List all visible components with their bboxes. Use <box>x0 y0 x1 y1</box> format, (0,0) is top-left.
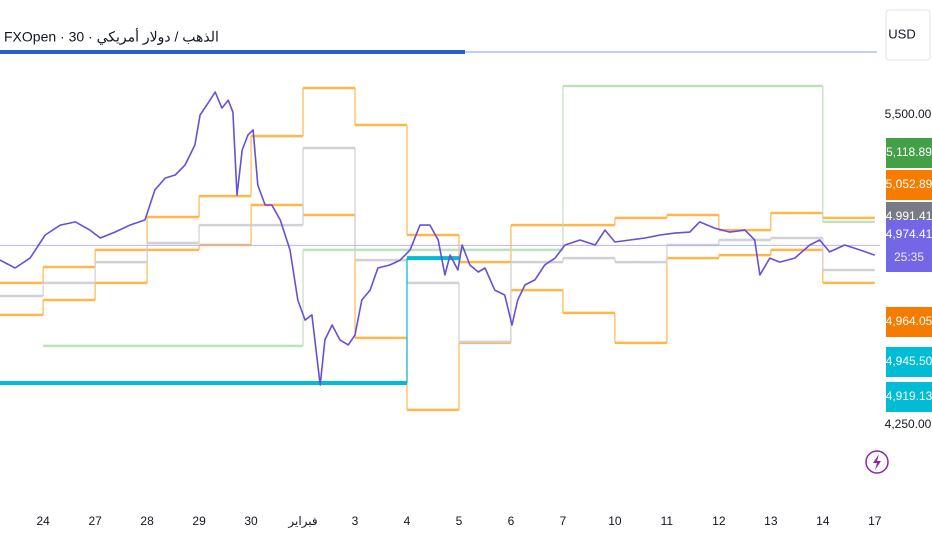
x-tick-label: فبراير <box>287 514 317 528</box>
price-tag <box>886 220 932 272</box>
x-tick-label: 5 <box>456 514 463 528</box>
x-tick-label: 17 <box>868 514 882 528</box>
price-tag <box>886 170 932 200</box>
price-tag-label: 5,052.89 <box>886 177 932 191</box>
price-tag-label: 4,964.05 <box>886 314 932 328</box>
countdown: 25:35 <box>894 250 924 264</box>
price-tag-label: 4,974.41 <box>886 227 932 241</box>
x-tick-label: 14 <box>816 514 830 528</box>
x-tick-label: 10 <box>608 514 622 528</box>
x-tick-label: 30 <box>244 514 258 528</box>
y-tick-label: 5,500.00 <box>885 107 932 121</box>
x-tick-label: 4 <box>404 514 411 528</box>
price-tag <box>886 382 932 412</box>
chart-title: FXOpen · 30 · الذهب / دولار أمريكي <box>4 27 219 46</box>
x-tick-label: 24 <box>36 514 50 528</box>
x-tick-label: 27 <box>88 514 102 528</box>
x-tick-label: 6 <box>508 514 515 528</box>
currency-box[interactable] <box>885 9 931 61</box>
x-tick-label: 28 <box>140 514 154 528</box>
price-line <box>0 91 876 386</box>
price-tag-label: 4,919.13 <box>886 389 932 403</box>
x-tick-label: 12 <box>712 514 726 528</box>
x-tick-label: 3 <box>352 514 359 528</box>
x-tick-label: 29 <box>192 514 206 528</box>
bolt <box>873 454 881 470</box>
x-tick-label: 7 <box>560 514 567 528</box>
price-tag <box>886 307 932 337</box>
price-tag-label: 4,945.50 <box>886 354 932 368</box>
currency: USD <box>888 26 915 41</box>
x-tick-label: 11 <box>661 514 674 528</box>
price-tag <box>886 347 932 377</box>
x-tick-label: 13 <box>764 514 778 528</box>
price-tag-label: 5,118.89 <box>886 145 932 159</box>
price-tag-label: 4,991.41 <box>886 209 932 223</box>
price-tag <box>886 138 932 168</box>
y-tick-label: 4,250.00 <box>885 417 932 431</box>
